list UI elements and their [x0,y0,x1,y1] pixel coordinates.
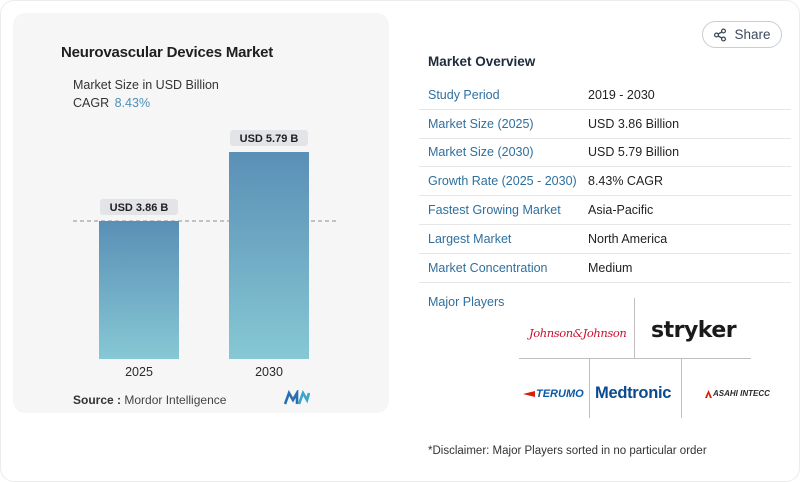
overview-key: Fastest Growing Market [428,203,561,218]
data-label-bg [230,130,308,146]
chart-subtitle: Market Size in USD Billion [73,78,219,92]
major-players-label: Major Players [428,295,505,309]
overview-row: Fastest Growing Market Asia-Pacific [419,196,791,225]
overview-key: Market Concentration [428,260,548,275]
overview-row: Study Period 2019 - 2030 [419,81,791,110]
source-label: Source : [73,393,122,407]
major-players-grid: Johnson&Johnson stryker TERUMO Medtronic… [519,298,770,418]
bar-2030 [229,152,309,359]
terumo-logo: TERUMO [523,388,584,400]
share-label: Share [734,27,771,42]
stryker-logo: stryker [651,318,737,343]
asahi-mark-icon [705,389,712,398]
share-icon [714,27,727,42]
cagr-label: CAGR [73,96,110,110]
overview-key: Growth Rate (2025 - 2030) [428,174,577,189]
overview-value: Medium [588,260,633,275]
x-tick-label: 2025 [125,365,153,379]
overview-value: USD 3.86 Billion [588,116,680,131]
grid-divider [634,298,635,358]
cagr-value: 8.43% [114,96,151,110]
disclaimer: *Disclaimer: Major Players sorted in no … [428,445,707,457]
chart-panel [13,13,389,413]
overview-title: Market Overview [428,54,536,69]
share-button[interactable]: Share [702,21,782,48]
overview-value: Asia-Pacific [588,203,654,218]
grid-divider [589,358,590,418]
overview-key: Largest Market [428,231,512,246]
overview-key: Study Period [428,87,500,102]
source-value: Mordor Intelligence [124,393,227,407]
johnson-and-johnson-logo: Johnson&Johnson [529,326,627,340]
overview-value: 2019 - 2030 [588,87,655,102]
asahi-intecc-logo: ASAHI INTECC [705,389,770,398]
overview-key: Market Size (2025) [428,116,534,131]
overview-row: Growth Rate (2025 - 2030) 8.43% CAGR [419,167,791,197]
overview-row: Largest Market North America [419,225,791,254]
overview-row: Market Concentration Medium [419,254,791,283]
overview-row: Market Size (2025) USD 3.86 Billion [419,110,791,139]
overview-value: North America [588,231,668,246]
data-label: USD 5.79 B [240,133,299,145]
source-line: Source : Mordor Intelligence [73,393,226,407]
terumo-mark-icon [523,391,535,398]
overview-row: Market Size (2030) USD 5.79 Billion [419,139,791,168]
grid-divider [519,358,751,359]
cagr-line: CAGR 8.43% [73,96,150,110]
chart-title: Neurovascular Devices Market [61,44,274,61]
overview-value: 8.43% CAGR [588,174,664,189]
mordor-logo-icon [284,390,310,405]
overview-key: Market Size (2030) [428,145,534,160]
grid-divider [681,358,682,418]
overview-table: Study Period 2019 - 2030 Market Size (202… [419,81,791,283]
x-tick-label: 2030 [255,365,283,379]
data-label: USD 3.86 B [110,202,169,214]
data-label-bg [100,199,178,215]
bar-chart: USD 3.86 B 2025 USD 5.79 B 2030 [73,130,339,379]
medtronic-logo: Medtronic [595,384,672,402]
overview-value: USD 5.79 Billion [588,145,680,160]
bar-2025 [99,221,179,359]
